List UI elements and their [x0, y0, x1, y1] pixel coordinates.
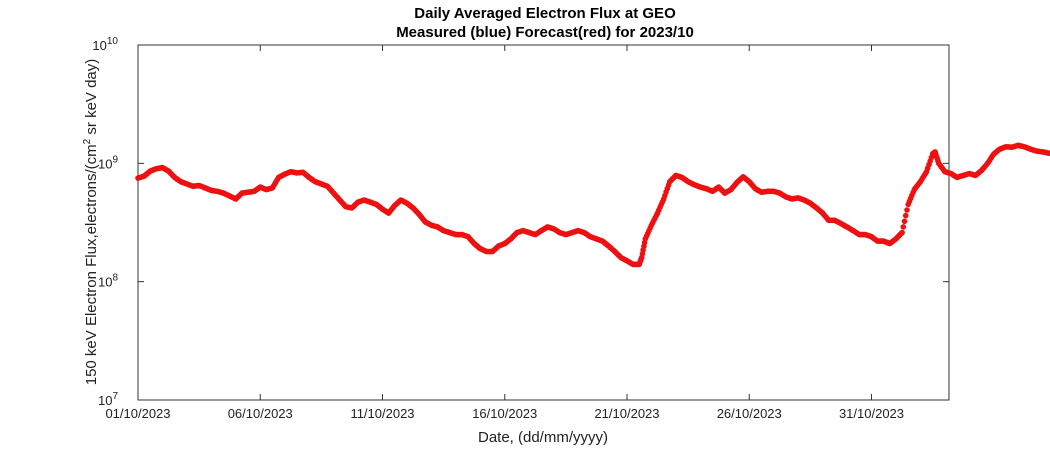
y-tick-label: 1010: [92, 36, 118, 53]
x-tick-label: 06/10/2023: [228, 406, 293, 421]
y-axis-label-superscript: 2: [82, 138, 93, 144]
data-point: [902, 212, 909, 219]
x-axis: 01/10/2023 06/10/2023 11/10/2023 16/10/2023…: [105, 45, 904, 421]
x-axis-label: Date, (dd/mm/yyyy): [478, 429, 608, 446]
y-axis-label: 150 keV Electron Flux,electrons/(cm2 sr …: [82, 59, 100, 386]
y-tick-label: 108: [98, 273, 118, 290]
data-point: [900, 224, 907, 230]
chart-title: Daily Averaged Electron Flux at GEO: [414, 5, 676, 22]
y-tick-label: 109: [98, 154, 118, 171]
series-points: [135, 142, 1050, 268]
x-tick-label: 26/10/2023: [717, 406, 782, 421]
y-axis-label-tail: sr keV day): [83, 59, 100, 139]
y-axis: 107 108 109 1010: [92, 36, 949, 408]
data-point: [899, 229, 905, 236]
x-tick-label: 01/10/2023: [105, 406, 170, 421]
chart-subtitle: Measured (blue) Forecast(red) for 2023/1…: [396, 24, 694, 41]
x-tick-label: 21/10/2023: [594, 406, 659, 421]
x-tick-label: 31/10/2023: [839, 406, 904, 421]
x-tick-label: 16/10/2023: [472, 406, 537, 421]
y-axis-label-main: 150 keV Electron Flux,electrons/(cm: [83, 144, 100, 385]
y-tick-label: 107: [98, 391, 118, 408]
data-point: [901, 218, 908, 225]
plot-area: [137, 44, 950, 401]
data-point: [904, 207, 910, 213]
x-tick-label: 11/10/2023: [350, 406, 414, 421]
